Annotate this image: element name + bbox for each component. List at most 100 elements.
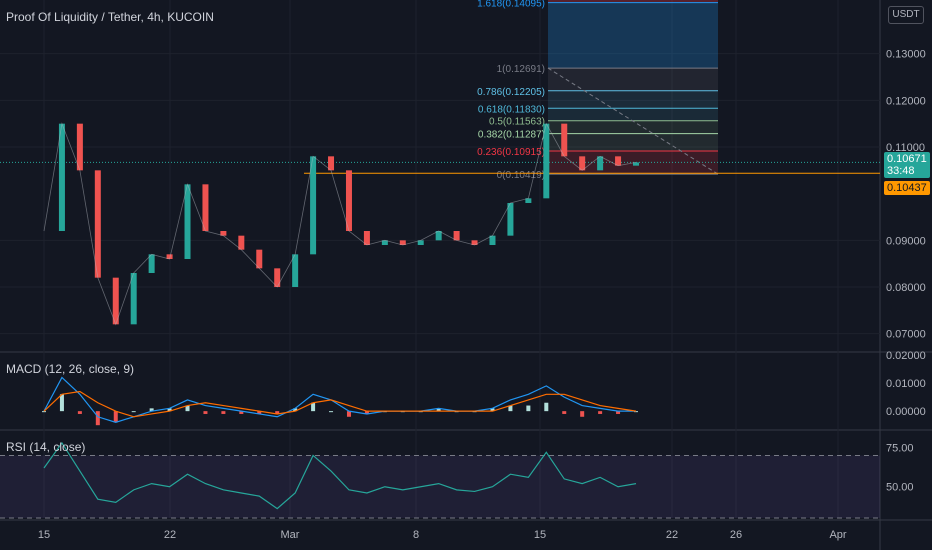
currency-button[interactable]: USDT — [888, 6, 924, 24]
macd-histogram-bar — [95, 411, 100, 426]
macd-histogram-bar — [490, 408, 495, 412]
time-tick-label: 15 — [534, 529, 546, 541]
macd-histogram-bar — [544, 402, 549, 412]
fib-level-label: 0(0.10419) — [497, 170, 545, 181]
line-price-badge: 0.10437 — [884, 181, 930, 195]
price-candle — [417, 240, 424, 245]
macd-histogram-bar — [257, 411, 262, 414]
rsi-tick-label: 50.00 — [886, 482, 914, 494]
price-candle — [148, 254, 155, 273]
price-candle — [328, 156, 335, 171]
macd-histogram-bar — [616, 411, 621, 414]
macd-histogram-bar — [293, 408, 298, 412]
macd-tick-label: 0.00000 — [886, 406, 926, 418]
macd-histogram-bar — [598, 411, 603, 414]
macd-histogram-bar — [113, 411, 118, 423]
price-candle — [489, 235, 496, 245]
price-tick-label: 0.08000 — [886, 282, 926, 294]
price-candle — [76, 123, 83, 171]
time-tick-label: 8 — [413, 529, 419, 541]
macd-histogram-bar — [167, 408, 172, 412]
macd-label[interactable]: MACD (12, 26, close, 9) — [6, 362, 135, 376]
macd-line — [43, 376, 636, 424]
fib-level-label: 0.236(0.10915) — [477, 147, 545, 158]
fib-level-label: 1(0.12691) — [497, 64, 545, 75]
countdown-value: 33:48 — [887, 165, 915, 177]
price-candle — [399, 240, 406, 245]
macd-histogram-bar — [221, 411, 226, 414]
fib-level-label: 1.618(0.14095) — [477, 0, 545, 10]
time-tick-label: 15 — [38, 529, 50, 541]
macd-histogram-bar — [311, 402, 316, 412]
price-tick-label: 0.13000 — [886, 49, 926, 61]
price-candle — [561, 123, 568, 157]
macd-histogram-bar — [562, 411, 567, 414]
macd-histogram-bar — [580, 411, 585, 417]
price-tick-label: 0.11000 — [886, 142, 925, 154]
fib-level-label: 0.786(0.12205) — [477, 87, 545, 98]
price-candle — [363, 231, 370, 245]
macd-signal-line — [43, 390, 637, 418]
fib-zone — [548, 90, 718, 109]
price-tick-label: 0.09000 — [886, 235, 926, 247]
price-candle — [94, 170, 101, 278]
time-tick-label: 22 — [666, 529, 678, 541]
time-tick-label: 22 — [164, 529, 176, 541]
time-tick-label: 26 — [730, 529, 742, 541]
last-price-badge: 0.10671 33:48 — [884, 152, 930, 178]
fib-level-label: 0.618(0.11830) — [478, 104, 545, 115]
price-candle — [184, 184, 191, 259]
price-candle — [633, 162, 639, 166]
price-candle — [597, 156, 604, 171]
rsi-band — [0, 455, 880, 518]
macd-histogram-bar — [239, 411, 244, 414]
price-candle — [381, 240, 388, 245]
price-candle — [220, 231, 227, 236]
fib-zone — [548, 2, 718, 69]
price-candle — [130, 273, 137, 325]
fib-zone — [548, 68, 718, 91]
price-candle — [58, 123, 65, 231]
macd-histogram-bar — [364, 411, 369, 414]
price-tick-label: 0.07000 — [886, 329, 926, 341]
fib-zone — [548, 133, 718, 151]
last-price-value: 0.10671 — [887, 153, 927, 165]
macd-histogram-bar — [42, 411, 46, 413]
price-candle — [615, 156, 622, 166]
price-candle — [292, 254, 299, 287]
rsi-tick-label: 75.00 — [886, 443, 914, 455]
macd-histogram-bar — [203, 411, 208, 414]
price-candle — [274, 268, 281, 287]
price-candle — [112, 277, 119, 325]
macd-histogram-bar — [346, 411, 351, 417]
macd-histogram-bar — [149, 408, 154, 412]
macd-histogram-bar — [59, 394, 64, 412]
price-series-line — [43, 122, 637, 326]
chart-title: Proof Of Liquidity / Tether, 4h, KUCOIN — [6, 10, 214, 24]
macd-histogram-bar — [185, 405, 190, 412]
fib-zone — [548, 120, 718, 134]
price-candle — [471, 240, 478, 245]
price-candle — [310, 156, 317, 255]
price-candle — [202, 184, 209, 231]
price-candle — [543, 123, 550, 199]
price-candle — [256, 249, 263, 269]
fib-zone-extension — [548, 0, 718, 3]
macd-histogram-bar — [436, 408, 441, 412]
fib-level-label: 0.382(0.11287) — [478, 130, 545, 141]
price-candle — [435, 231, 442, 241]
fib-trend-line — [547, 67, 719, 175]
rsi-label[interactable]: RSI (14, close) — [6, 440, 86, 454]
price-candle — [345, 170, 352, 231]
macd-histogram-bar — [275, 411, 280, 414]
macd-histogram-bar — [526, 405, 531, 412]
price-candle — [507, 203, 514, 236]
time-tick-label: Mar — [281, 529, 300, 541]
macd-histogram-bar — [131, 411, 136, 413]
fib-level-label: 0.5(0.11563) — [489, 117, 545, 128]
price-candle — [238, 235, 245, 250]
rsi-line — [43, 441, 637, 510]
price-candle — [579, 156, 586, 171]
price-candle — [166, 254, 173, 259]
